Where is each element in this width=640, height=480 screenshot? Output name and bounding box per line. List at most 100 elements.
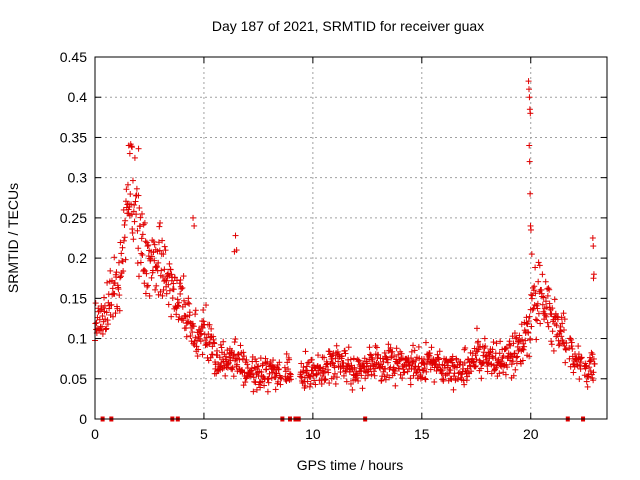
data-point <box>311 377 318 384</box>
data-point <box>191 222 198 229</box>
data-point <box>119 244 126 251</box>
data-point <box>206 321 213 328</box>
data-point <box>519 336 526 343</box>
data-point <box>392 382 399 389</box>
data-point <box>392 368 399 375</box>
data-point <box>551 296 558 303</box>
data-point <box>304 378 311 385</box>
data-point <box>502 371 509 378</box>
data-point <box>207 354 214 361</box>
data-point <box>116 307 123 314</box>
data-point <box>134 260 141 267</box>
data-point <box>394 360 401 367</box>
data-point <box>192 307 199 314</box>
data-point <box>318 380 325 387</box>
data-point <box>122 256 129 263</box>
data-point <box>213 370 220 377</box>
data-point <box>542 278 549 285</box>
data-point <box>277 381 284 388</box>
data-point <box>438 370 445 377</box>
plot-frame <box>94 56 608 420</box>
data-point <box>345 344 352 351</box>
data-point <box>502 345 509 352</box>
data-point <box>234 361 241 368</box>
data-point <box>222 372 229 379</box>
data-point <box>99 323 106 330</box>
data-point <box>526 313 533 320</box>
data-point <box>265 379 272 386</box>
data-point <box>482 343 489 350</box>
data-point <box>131 201 138 208</box>
data-point <box>261 382 268 389</box>
data-point <box>373 344 380 351</box>
data-point <box>239 355 246 362</box>
data-point <box>520 346 527 353</box>
data-point <box>421 365 428 372</box>
data-point <box>351 364 358 371</box>
data-point <box>528 251 535 258</box>
data-point <box>523 314 530 321</box>
data-point <box>240 353 247 360</box>
y-axis-label: SRMTID / TECUs <box>5 183 21 293</box>
data-point <box>138 250 145 257</box>
data-point <box>416 366 423 373</box>
data-point <box>342 350 349 357</box>
data-point <box>278 375 285 382</box>
data-point <box>283 350 290 357</box>
data-point <box>526 94 533 101</box>
data-point <box>237 368 244 375</box>
data-point <box>158 267 165 274</box>
data-point <box>160 251 167 258</box>
data-point <box>306 383 313 390</box>
data-point <box>389 348 396 355</box>
data-point <box>150 238 157 245</box>
data-point <box>514 353 521 360</box>
data-point <box>395 351 402 358</box>
data-point <box>99 313 106 320</box>
data-point <box>416 355 423 362</box>
data-point <box>504 364 511 371</box>
data-point <box>347 356 354 363</box>
data-point <box>561 316 568 323</box>
data-point <box>139 231 146 238</box>
data-point <box>481 335 488 342</box>
data-point <box>240 382 247 389</box>
data-point <box>156 223 163 230</box>
data-point <box>244 361 251 368</box>
data-point <box>160 286 167 293</box>
data-point <box>520 340 527 347</box>
data-point <box>180 273 187 280</box>
data-point <box>589 351 596 358</box>
data-point <box>366 344 373 351</box>
data-point <box>578 355 585 362</box>
data-point <box>332 355 339 362</box>
data-point <box>562 359 569 366</box>
data-point <box>216 363 223 370</box>
data-point <box>217 341 224 348</box>
data-point <box>385 341 392 348</box>
data-point <box>138 235 145 242</box>
data-point <box>521 343 528 350</box>
data-point <box>440 376 447 383</box>
data-point <box>591 360 598 367</box>
data-point <box>272 386 279 393</box>
data-point <box>413 369 420 376</box>
data-point <box>133 185 140 192</box>
data-point <box>549 328 556 335</box>
data-point <box>535 278 542 285</box>
data-point <box>184 319 191 326</box>
data-point <box>380 368 387 375</box>
data-point <box>121 221 128 228</box>
data-point <box>341 347 348 354</box>
data-point <box>353 374 360 381</box>
data-point <box>199 351 206 358</box>
data-point <box>207 334 214 341</box>
data-point <box>367 351 374 358</box>
data-point <box>535 259 542 266</box>
data-point <box>209 351 216 358</box>
data-point <box>480 349 487 356</box>
data-point <box>222 353 229 360</box>
data-point <box>517 360 524 367</box>
data-point <box>125 142 132 149</box>
data-point <box>104 279 111 286</box>
